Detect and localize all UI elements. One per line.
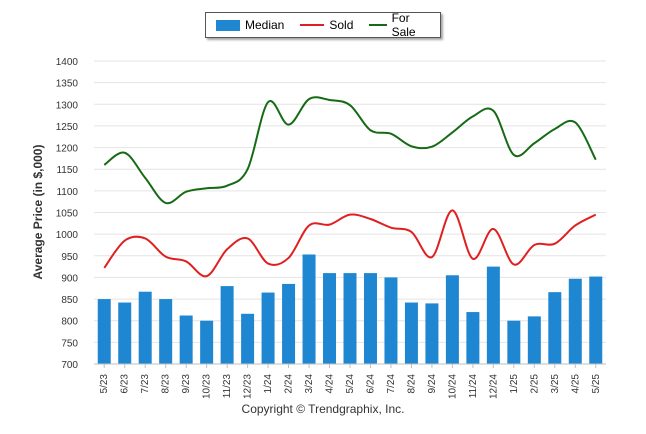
median-bar[interactable] bbox=[507, 320, 521, 364]
x-tick-label: 9/24 bbox=[427, 374, 438, 394]
y-tick-label: 1100 bbox=[56, 187, 78, 198]
median-bar[interactable] bbox=[302, 254, 316, 364]
x-tick-label: 4/25 bbox=[570, 374, 581, 394]
x-tick-label: 10/23 bbox=[202, 374, 213, 399]
chart-legend: Median Sold For Sale bbox=[205, 11, 441, 39]
series-lines bbox=[103, 96, 597, 278]
x-tick-label: 12/24 bbox=[488, 374, 499, 399]
median-bar[interactable] bbox=[241, 313, 255, 364]
copyright-text: Copyright © Trendgraphix, Inc. bbox=[241, 402, 405, 416]
y-axis: 700 750 800 850 900 950 1000 1050 1100 1150 1200 12… bbox=[56, 57, 79, 371]
x-tick-label: 1/24 bbox=[263, 374, 274, 394]
y-tick-label: 1150 bbox=[56, 165, 78, 176]
median-bar[interactable] bbox=[159, 299, 173, 364]
legend-swatch-sold bbox=[300, 24, 325, 26]
median-bars bbox=[97, 254, 603, 364]
x-tick-label: 11/23 bbox=[222, 374, 233, 399]
y-tick-label: 850 bbox=[61, 295, 78, 306]
x-tick-label: 4/24 bbox=[325, 374, 336, 394]
median-bar[interactable] bbox=[568, 278, 582, 364]
x-tick-label: 1/25 bbox=[509, 374, 520, 394]
median-bar[interactable] bbox=[486, 266, 500, 364]
legend-item-median[interactable]: Median bbox=[216, 18, 284, 32]
x-tick-label: 11/24 bbox=[468, 374, 479, 399]
median-bar[interactable] bbox=[179, 315, 193, 364]
median-bar[interactable] bbox=[220, 286, 234, 364]
y-tick-label: 800 bbox=[61, 317, 78, 328]
median-bar[interactable] bbox=[323, 273, 337, 364]
median-bar[interactable] bbox=[548, 292, 562, 364]
y-axis-title: Average Price (in $,000) bbox=[31, 145, 45, 280]
median-bar[interactable] bbox=[445, 275, 459, 364]
legend-swatch-median bbox=[216, 19, 240, 31]
median-bar[interactable] bbox=[97, 299, 111, 364]
legend-label-median: Median bbox=[245, 18, 285, 32]
median-bar[interactable] bbox=[261, 292, 275, 364]
y-tick-label: 900 bbox=[61, 273, 78, 284]
median-bar[interactable] bbox=[118, 302, 132, 364]
x-axis: 5/23 6/23 7/23 8/23 9/23 10/23 11/23 12/23 1/24 2… bbox=[94, 363, 606, 399]
x-tick-label: 3/25 bbox=[550, 374, 561, 394]
x-tick-label: 7/24 bbox=[386, 374, 397, 394]
y-tick-label: 1200 bbox=[56, 144, 79, 155]
median-bar[interactable] bbox=[404, 302, 418, 364]
median-bar[interactable] bbox=[466, 312, 480, 364]
series-line-for-sale[interactable] bbox=[103, 96, 597, 205]
y-tick-label: 750 bbox=[61, 338, 78, 349]
median-bar[interactable] bbox=[200, 320, 214, 364]
median-bar[interactable] bbox=[425, 303, 439, 364]
x-tick-label: 5/24 bbox=[345, 374, 356, 394]
x-tick-label: 2/24 bbox=[284, 374, 295, 394]
y-tick-label: 1250 bbox=[56, 122, 79, 133]
x-tick-label: 6/24 bbox=[365, 374, 376, 394]
legend-label-for-sale: For Sale bbox=[391, 11, 416, 39]
x-tick-label: 10/24 bbox=[447, 374, 458, 399]
legend-swatch-for-sale bbox=[369, 24, 387, 26]
x-tick-label: 3/24 bbox=[304, 374, 315, 394]
median-bar[interactable] bbox=[282, 283, 296, 364]
median-bar[interactable] bbox=[138, 291, 152, 364]
median-bar[interactable] bbox=[527, 316, 541, 364]
x-tick-label: 5/25 bbox=[591, 374, 602, 394]
y-tick-label: 1300 bbox=[56, 100, 79, 111]
x-tick-label: 9/23 bbox=[181, 374, 192, 394]
legend-item-for-sale[interactable]: For Sale bbox=[369, 11, 424, 39]
x-tick-label: 6/23 bbox=[120, 374, 131, 394]
median-bar[interactable] bbox=[363, 273, 377, 364]
x-tick-label: 8/23 bbox=[161, 374, 172, 394]
median-bar[interactable] bbox=[589, 276, 603, 364]
legend-item-sold[interactable]: Sold bbox=[300, 18, 353, 32]
x-tick-label: 7/23 bbox=[140, 374, 151, 394]
series-line-sold[interactable] bbox=[103, 209, 597, 278]
x-tick-label: 12/23 bbox=[243, 374, 254, 399]
x-tick-label: 5/23 bbox=[99, 374, 110, 394]
y-tick-label: 700 bbox=[61, 360, 78, 371]
y-tick-label: 1350 bbox=[56, 79, 79, 90]
y-tick-label: 1050 bbox=[56, 209, 79, 220]
median-bar[interactable] bbox=[343, 273, 357, 364]
legend-label-sold: Sold bbox=[329, 18, 354, 32]
median-bar[interactable] bbox=[384, 277, 398, 364]
x-tick-label: 8/24 bbox=[406, 374, 417, 394]
y-tick-label: 1000 bbox=[56, 230, 79, 241]
y-tick-label: 950 bbox=[61, 252, 78, 263]
y-tick-label: 1400 bbox=[56, 57, 79, 68]
x-tick-label: 2/25 bbox=[529, 374, 540, 394]
